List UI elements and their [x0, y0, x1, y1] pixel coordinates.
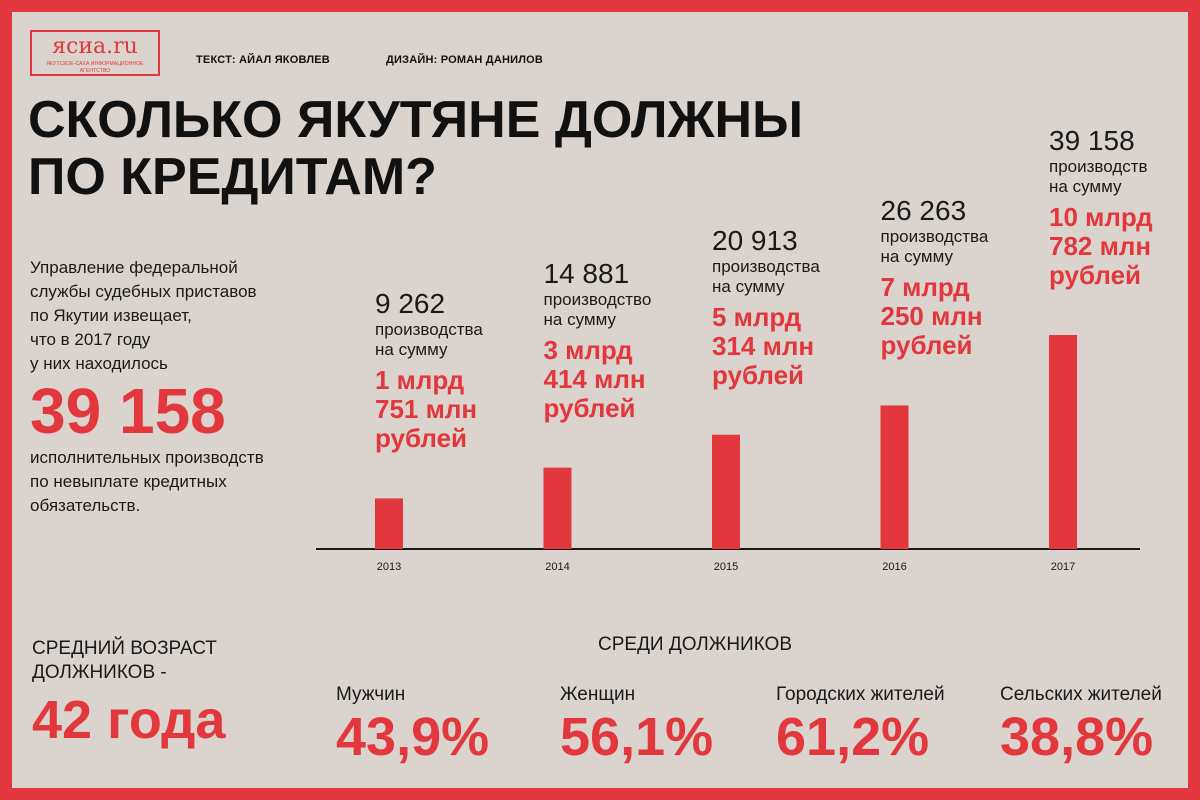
x-tick-label: 2017 [1051, 561, 1075, 573]
average-age-label: СРЕДНИЙ ВОЗРАСТ ДОЛЖНИКОВ - [32, 637, 217, 685]
chart-bar-2015 [712, 434, 740, 549]
bar-desc: производства [375, 320, 483, 340]
bar-sum-line: 5 млрд [712, 301, 802, 332]
x-tick-label: 2015 [714, 561, 738, 573]
credit-text: ТЕКСТ: АЙАЛ ЯКОВЛЕВ [196, 54, 330, 66]
average-age-label-line-1: СРЕДНИЙ ВОЗРАСТ [32, 638, 217, 659]
chart-bar-2016 [880, 405, 909, 549]
bar-data-label-2014: 14 881 производство на сумму 3 млрд 414 млн р… [544, 258, 652, 423]
bar-count: 26 263 [880, 195, 967, 227]
bar-sum-line: рублей [712, 359, 805, 390]
bar-data-label-2013: 9 262 производства на сумму 1 млрд 751 млн ру… [375, 288, 483, 453]
stat-label: Мужчин [336, 684, 406, 705]
stat-value: 43,9% [336, 707, 490, 767]
intro-line: Управление федеральной [30, 258, 238, 277]
page-title: СКОЛЬКО ЯКУТЯНЕ ДОЛЖНЫ ПО КРЕДИТАМ? [28, 92, 1008, 206]
bar-desc: производства [712, 256, 820, 276]
site-logo[interactable]: ясиа.ru ЯКУТСКОЕ-САХА ИНФОРМАЦИОННОЕ АГЕ… [30, 30, 160, 76]
intro-text: Управление федеральной службы судебных п… [30, 256, 315, 518]
intro-line: у них находилось [30, 354, 168, 373]
intro-line: службы судебных приставов [30, 282, 257, 301]
bar-sum-line: 7 млрд [880, 272, 970, 303]
x-tick-label: 2014 [545, 561, 569, 573]
bar-sum-line: рублей [1049, 260, 1142, 290]
bar-desc: на сумму [543, 309, 616, 329]
bar-sum-line: 414 млн [543, 363, 646, 394]
stat-urban: Городских жителей 61,2% [776, 683, 945, 767]
stat-men: Мужчин 43,9% [336, 683, 489, 767]
intro-line: по Якутии извещает, [30, 306, 192, 325]
bar-sum-line: рублей [375, 423, 468, 454]
bar-sum-line: 10 млрд [1049, 202, 1153, 232]
logo-tagline: ЯКУТСКОЕ-САХА ИНФОРМАЦИОННОЕ АГЕНТСТВО [46, 61, 144, 74]
chart-bar-2017 [1049, 335, 1077, 549]
bar-desc: производство [543, 289, 652, 309]
intro-line: исполнительных производств [30, 448, 264, 467]
bar-count: 9 262 [375, 288, 446, 320]
bar-sum-line: 751 млн [375, 394, 478, 425]
bar-sum: 10 млрд 782 млн рублей [1049, 203, 1153, 290]
bar-desc: на сумму [375, 340, 448, 360]
bar-sum: 5 млрд 314 млн рублей [712, 301, 820, 390]
stat-women: Женщин 56,1% [560, 683, 713, 767]
bar-sum-line: 1 млрд [375, 365, 465, 396]
intro-line: что в 2017 году [30, 330, 151, 349]
bar-sum: 7 млрд 250 млн рублей [881, 273, 989, 360]
bar-desc: производств [1049, 157, 1148, 176]
stat-label: Городских жителей [776, 684, 945, 705]
intro-line: обязательств. [30, 496, 141, 515]
title-line-2: ПО КРЕДИТАМ? [28, 148, 437, 206]
x-tick-label: 2016 [882, 561, 906, 573]
bar-desc: производства [880, 227, 989, 247]
bar-sum-line: 3 млрд [543, 334, 633, 365]
bar-sum-line: 250 млн [880, 301, 983, 332]
bar-desc: на сумму [712, 276, 785, 296]
stat-rural: Сельских жителей 38,8% [1000, 683, 1162, 767]
bar-sum-line: 782 млн [1049, 231, 1152, 261]
bar-desc: на сумму [880, 247, 953, 267]
title-line-1: СКОЛЬКО ЯКУТЯНЕ ДОЛЖНЫ [28, 91, 803, 149]
average-age-label-line-2: ДОЛЖНИКОВ - [32, 662, 167, 683]
intro-total-cases: 39 158 [30, 375, 226, 447]
infographic-panel [12, 12, 1188, 788]
bar-desc: на сумму [1049, 177, 1122, 196]
intro-line: по невыплате кредитных [30, 472, 227, 491]
among-debtors-heading: СРЕДИ ДОЛЖНИКОВ [598, 634, 792, 655]
bar-count: 14 881 [543, 257, 630, 289]
bar-sum-line: рублей [880, 330, 973, 361]
x-tick-label: 2013 [377, 561, 401, 573]
average-age-value: 42 года [32, 690, 226, 750]
bar-sum-line: 314 млн [712, 330, 815, 361]
bar-sum-line: рублей [543, 392, 636, 423]
bar-data-label-2015: 20 913 производства на сумму 5 млрд 314 млн р… [712, 225, 820, 390]
stat-value: 61,2% [776, 707, 930, 767]
chart-bar-2013 [375, 498, 403, 549]
bar-data-label-2017: 39 158 производств на сумму 10 млрд 782 млн р… [1049, 125, 1153, 290]
stat-value: 56,1% [560, 707, 714, 767]
bar-sum: 3 млрд 414 млн рублей [543, 334, 652, 423]
stat-label: Женщин [560, 684, 636, 705]
stat-label: Сельских жителей [1000, 684, 1162, 705]
logo-name: ясиа.ru [52, 34, 138, 59]
bar-count: 20 913 [712, 224, 798, 256]
credit-design: ДИЗАЙН: РОМАН ДАНИЛОВ [386, 54, 544, 66]
bar-data-label-2016: 26 263 производства на сумму 7 млрд 250 млн р… [881, 195, 989, 360]
chart-bar-2014 [543, 467, 572, 549]
bar-sum: 1 млрд 751 млн рублей [375, 366, 483, 453]
stat-value: 38,8% [1000, 707, 1154, 767]
bar-count: 39 158 [1049, 125, 1135, 156]
